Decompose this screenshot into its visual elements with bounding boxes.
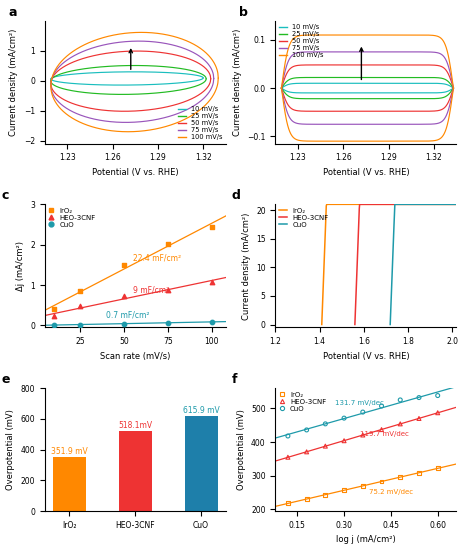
X-axis label: Potential (V vs. RHE): Potential (V vs. RHE) [322, 351, 408, 361]
Point [50, 321, 57, 329]
X-axis label: log j (mA/cm²): log j (mA/cm²) [335, 536, 395, 544]
Point [76, 302, 83, 311]
Legend: IrO₂, HEO-3CNF, CuO: IrO₂, HEO-3CNF, CuO [278, 392, 325, 412]
Point [164, 239, 171, 248]
Point [120, 320, 127, 328]
Legend: IrO₂, HEO-3CNF, CuO: IrO₂, HEO-3CNF, CuO [48, 208, 95, 228]
Point [302, 494, 310, 503]
Point [433, 408, 440, 417]
Legend: IrO₂, HEO-3CNF, CuO: IrO₂, HEO-3CNF, CuO [278, 208, 328, 228]
Point [433, 391, 440, 400]
Point [358, 481, 366, 490]
Point [50, 305, 57, 314]
Point [340, 414, 347, 422]
Point [164, 285, 171, 294]
Point [433, 464, 440, 473]
Point [283, 432, 291, 441]
Point [302, 426, 310, 434]
Text: a: a [8, 6, 17, 19]
Text: 75.2 mV/dec: 75.2 mV/dec [368, 488, 412, 494]
Point [207, 277, 215, 286]
Point [321, 420, 328, 428]
Text: 615.9 mV: 615.9 mV [182, 406, 219, 415]
Text: 119.7 mV/dec: 119.7 mV/dec [359, 431, 407, 437]
Point [340, 436, 347, 445]
Y-axis label: Δj (mA/cm²): Δj (mA/cm²) [16, 241, 25, 291]
Point [414, 414, 422, 423]
Text: f: f [232, 373, 237, 386]
Point [207, 223, 215, 232]
Point [76, 320, 83, 329]
Text: d: d [232, 189, 240, 202]
Point [207, 317, 215, 326]
Text: 351.9 mV: 351.9 mV [51, 447, 88, 455]
X-axis label: Potential (V vs. RHE): Potential (V vs. RHE) [92, 168, 178, 177]
Y-axis label: Current density (mA/cm²): Current density (mA/cm²) [241, 212, 250, 320]
X-axis label: Potential (V vs. RHE): Potential (V vs. RHE) [322, 168, 408, 177]
Point [377, 425, 384, 434]
Point [414, 393, 422, 402]
Text: 0.7 mF/cm²: 0.7 mF/cm² [106, 310, 150, 320]
X-axis label: Scan rate (mV/s): Scan rate (mV/s) [100, 351, 170, 361]
Point [120, 292, 127, 301]
Point [283, 499, 291, 508]
Point [396, 420, 403, 428]
Point [414, 469, 422, 477]
Legend: 10 mV/s, 25 mV/s, 50 mV/s, 75 mV/s, 100 mV/s: 10 mV/s, 25 mV/s, 50 mV/s, 75 mV/s, 100 … [177, 106, 222, 140]
Point [50, 312, 57, 321]
Text: 22.4 mF/cm²: 22.4 mF/cm² [132, 253, 181, 262]
Bar [184, 416, 217, 511]
Text: b: b [239, 6, 248, 19]
Point [377, 402, 384, 410]
Point [120, 261, 127, 270]
Point [283, 453, 291, 461]
Point [164, 318, 171, 327]
Point [76, 287, 83, 296]
Point [358, 408, 366, 416]
Y-axis label: Overpotential (mV): Overpotential (mV) [236, 409, 245, 490]
Text: 518.1mV: 518.1mV [118, 421, 152, 430]
Point [377, 477, 384, 486]
Text: e: e [1, 373, 10, 386]
Y-axis label: Overpotential (mV): Overpotential (mV) [6, 409, 15, 490]
Point [396, 472, 403, 481]
Bar [119, 432, 151, 511]
Point [358, 431, 366, 439]
Legend: 10 mV/s, 25 mV/s, 50 mV/s, 75 mV/s, 100 mV/s: 10 mV/s, 25 mV/s, 50 mV/s, 75 mV/s, 100 … [278, 24, 323, 58]
Text: 9 mF/cm²: 9 mF/cm² [132, 285, 169, 294]
Point [321, 442, 328, 450]
Text: c: c [1, 189, 9, 202]
Bar [53, 457, 86, 511]
Y-axis label: Current density (mA/cm²): Current density (mA/cm²) [232, 29, 241, 136]
Point [302, 448, 310, 456]
Y-axis label: Current density (mA/cm²): Current density (mA/cm²) [9, 29, 19, 136]
Point [321, 490, 328, 499]
Point [340, 486, 347, 494]
Point [396, 395, 403, 404]
Text: 131.7 mV/dec: 131.7 mV/dec [334, 400, 383, 406]
